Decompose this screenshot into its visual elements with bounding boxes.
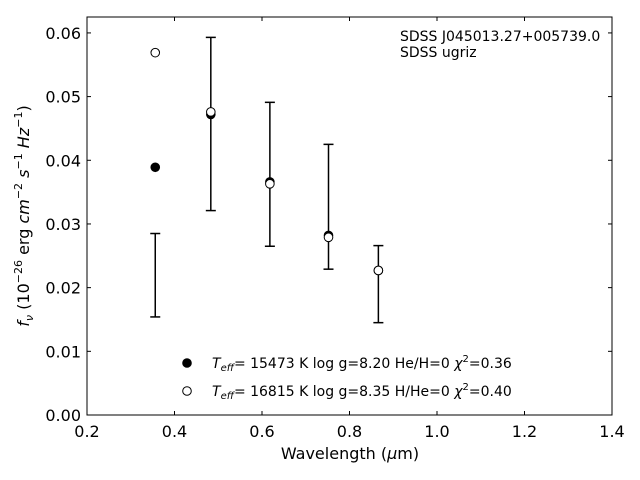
legend-marker-open [182,386,192,396]
error-bar [205,36,216,212]
data-point-open [206,107,216,117]
points [150,47,384,276]
y-tick-label: 0.05 [45,88,81,107]
data-point-open [265,179,275,189]
x-tick-label: 0.2 [74,422,99,441]
y-tick-label: 0.03 [45,215,81,234]
y-tick-label: 0.06 [45,24,81,43]
legend-label-2: Teff= 16815 K log g=8.35 H/He=0 χ2=0.40 [212,382,512,402]
error-bar [373,244,384,324]
x-tick-label: 0.6 [249,422,274,441]
x-tick-label: 1.0 [424,422,449,441]
x-tick-label: 1.4 [599,422,624,441]
error-bar [323,143,334,270]
x-tick-label: 1.2 [512,422,537,441]
x-tick-label: 0.4 [162,422,187,441]
error-bar [264,101,275,247]
data-point-open [323,232,334,243]
y-tick-label: 0.00 [45,406,81,425]
y-tick-label: 0.01 [45,342,81,361]
error-bars [150,36,384,324]
x-axis-label: Wavelength (μm) [281,444,419,463]
y-tick-label: 0.04 [45,151,81,170]
ticks: 0.2 0.4 0.6 0.8 1.0 1.2 1.4 0.00 0.01 0.02 0.03 0.0… [45,17,625,441]
x-tick-label: 0.8 [337,422,362,441]
data-point-filled [150,162,161,173]
annotation-filters: SDSS ugriz [400,45,477,61]
data-point-open [373,265,384,276]
data-point-open [150,47,161,58]
legend: Teff= 15473 K log g=8.20 He/H=0 χ2=0.36 … [182,354,512,402]
annotation-object: SDSS J045013.27+005739.0 [400,29,600,45]
legend-label-1: Teff= 15473 K log g=8.20 He/H=0 χ2=0.36 [212,354,512,374]
error-bar [150,232,161,318]
y-axis-label: fν (10−26 erg cm−2 s−1 Hz−1) [12,105,36,326]
y-tick-label: 0.02 [45,279,81,298]
legend-marker-filled [182,358,192,368]
